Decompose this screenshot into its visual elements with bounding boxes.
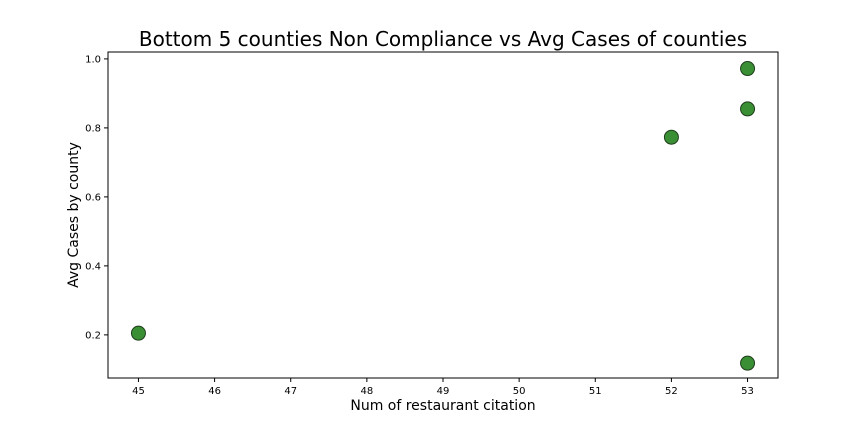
x-axis-label: Num of restaurant citation	[350, 398, 535, 414]
y-tick-label: 1.0	[85, 54, 101, 65]
scatter-point	[740, 61, 756, 77]
y-tick-label: 0.2	[85, 330, 101, 341]
scatter-point	[740, 355, 756, 371]
y-axis-label: Avg Cases by county	[66, 142, 82, 288]
x-tick-label: 47	[284, 386, 297, 397]
y-tick-label: 0.6	[85, 192, 101, 203]
scatter-point	[740, 101, 756, 117]
x-axis: 45 46 47 48 49 50 51 52 53	[132, 378, 754, 397]
y-axis: 0.2 0.4 0.6 0.8 1.0	[85, 54, 108, 341]
data-points	[130, 61, 756, 371]
x-tick-label: 53	[741, 386, 754, 397]
x-tick-label: 49	[437, 386, 450, 397]
x-tick-label: 51	[589, 386, 602, 397]
scatter-point	[130, 325, 146, 341]
x-tick-label: 52	[665, 386, 678, 397]
plot-area	[107, 51, 779, 379]
scatter-point	[663, 129, 679, 145]
chart-title: Bottom 5 counties Non Compliance vs Avg …	[139, 27, 747, 51]
x-tick-label: 48	[360, 386, 373, 397]
x-tick-label: 45	[132, 386, 145, 397]
x-tick-label: 50	[513, 386, 526, 397]
y-tick-label: 0.4	[85, 261, 101, 272]
x-tick-label: 46	[208, 386, 221, 397]
y-tick-label: 0.8	[85, 123, 101, 134]
